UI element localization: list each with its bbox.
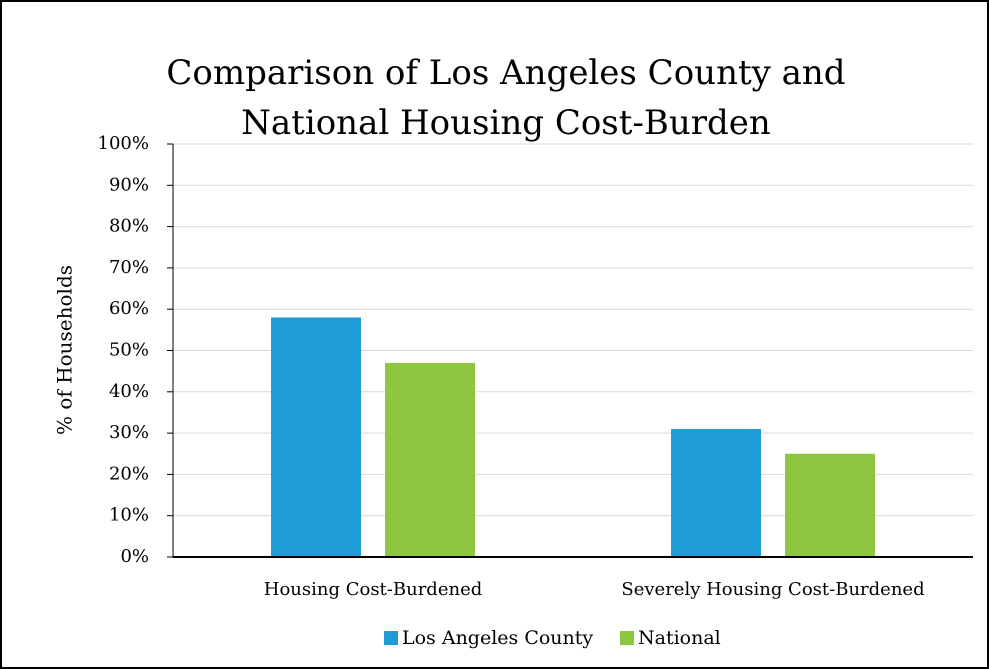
y-tick-label: 80% xyxy=(109,216,149,237)
legend-swatch xyxy=(384,631,398,645)
bar xyxy=(671,428,761,557)
bar xyxy=(385,362,475,557)
legend-swatch xyxy=(620,631,634,645)
y-tick-label: 0% xyxy=(120,546,149,567)
y-tick-label: 10% xyxy=(109,505,149,526)
legend-label: National xyxy=(638,627,721,649)
y-tick-label: 100% xyxy=(98,133,149,154)
y-tick-label: 90% xyxy=(109,174,149,195)
y-tick-label: 20% xyxy=(109,463,149,484)
y-tick-label: 40% xyxy=(109,381,149,402)
y-tick-label: 30% xyxy=(109,422,149,443)
legend-label: Los Angeles County xyxy=(402,627,593,649)
y-tick-label: 70% xyxy=(109,257,149,278)
x-tick-label: Housing Cost-Burdened xyxy=(264,579,483,600)
y-tick-label: 60% xyxy=(109,298,149,319)
y-axis-label: % of Households xyxy=(53,265,77,435)
x-tick-label: Severely Housing Cost-Burdened xyxy=(621,579,924,600)
y-tick-label: 50% xyxy=(109,340,149,361)
bar xyxy=(785,453,875,557)
bar xyxy=(271,317,361,557)
chart-title: Comparison of Los Angeles County and Nat… xyxy=(166,53,846,143)
